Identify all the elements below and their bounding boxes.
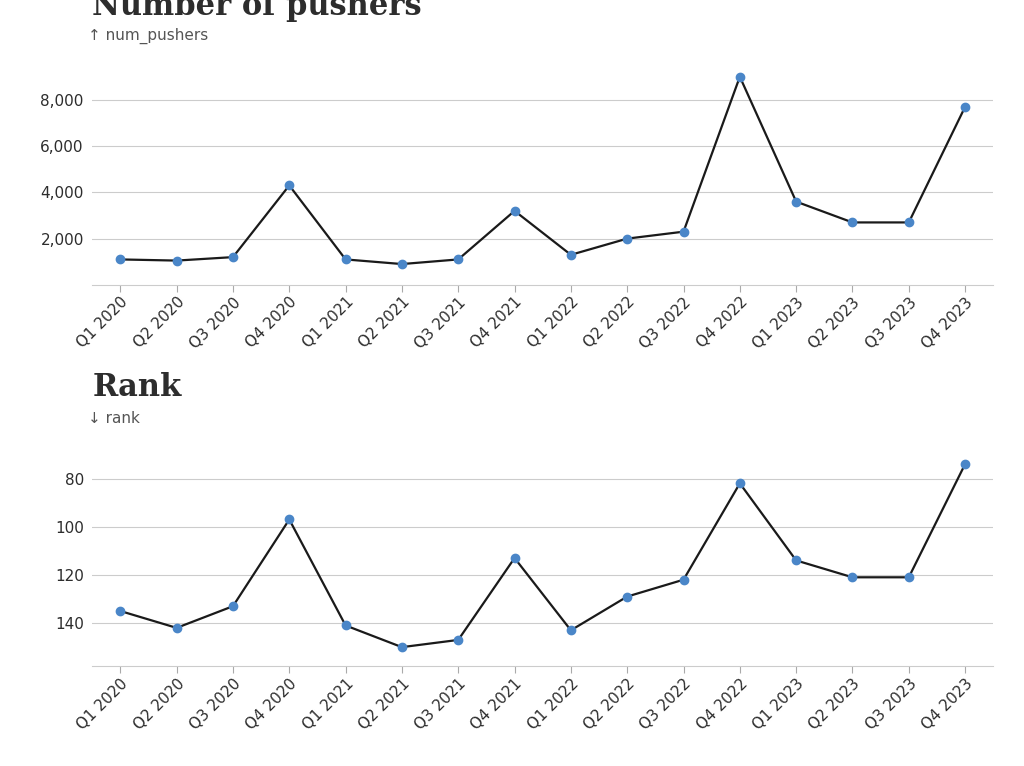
Text: Rank: Rank [92,372,181,403]
Text: ↑ num_pushers: ↑ num_pushers [88,28,208,44]
Text: ↓ rank: ↓ rank [88,411,139,426]
Text: Number of pushers: Number of pushers [92,0,422,21]
